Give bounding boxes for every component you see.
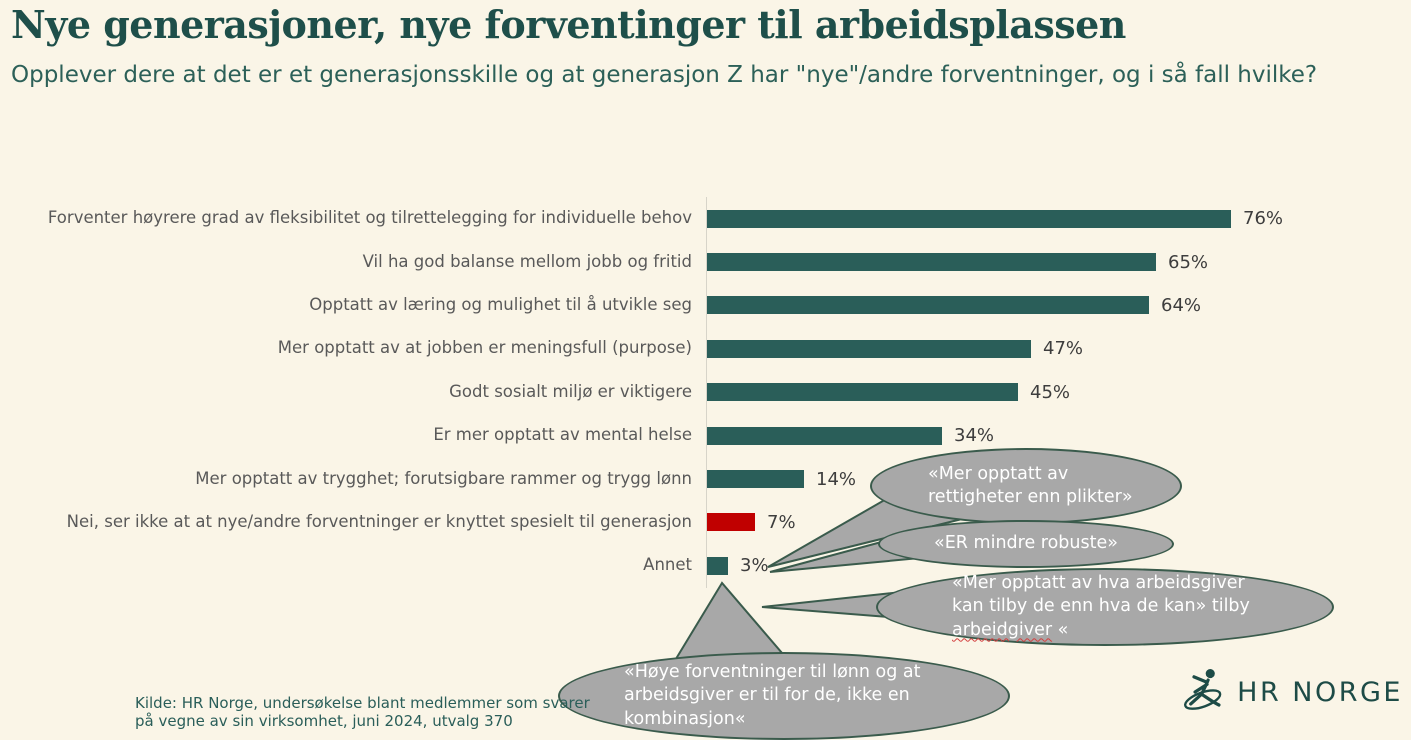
bar [707,253,1156,272]
page-subtitle: Opplever dere at det er et generasjonssk… [11,62,1318,88]
value-label: 76% [1243,208,1284,230]
value-label: 14% [816,468,857,490]
bubble-text-line: «Høye forventninger til lønn og at [624,662,921,683]
category-label: Mer opptatt av at jobben er meningsfull … [277,338,692,358]
chart-row: Nei, ser ikke at at nye/andre forventnin… [0,500,1411,545]
bubble-text-line: «Mer opptatt av hva arbeidsgiver [952,573,1245,594]
bar [707,470,804,489]
bar [707,513,755,532]
speech-bubble-3: «Mer opptatt av hva arbeidsgiver kan til… [876,568,1334,646]
bar [707,296,1149,315]
value-label: 7% [767,511,796,533]
category-label: Mer opptatt av trygghet; forutsigbare ra… [195,468,692,488]
bar-chart: Forventer høyrere grad av fleksibilitet … [0,197,1411,588]
source-line: Kilde: HR Norge, undersøkelse blant medl… [135,694,590,712]
category-label: Nei, ser ikke at at nye/andre forventnin… [66,511,692,531]
speech-bubble-2: «ER mindre robuste» [878,520,1174,568]
bubble-text-line: kombinasjon« [624,708,746,729]
category-label: Opptatt av læring og mulighet til å utvi… [309,294,692,314]
hr-norge-logo: HR NORGE [1181,666,1403,718]
chart-row: Annet 3% [0,544,1411,588]
value-label: 3% [740,555,769,577]
bubble-text-line: «ER mindre robuste» [934,533,1118,554]
source-line: på vegne av sin virksomhet, juni 2024, u… [135,712,513,731]
category-label: Vil ha god balanse mellom jobb og fritid [362,251,692,271]
bubble-text-line: rettigheter enn plikter» [928,487,1133,507]
bar [707,556,728,575]
category-label: Godt sosialt miljø er viktigere [449,381,692,401]
logo-figure-icon [1184,669,1222,710]
misspelled-word: arbeidgiver [952,619,1053,640]
bar [707,383,1018,402]
chart-row: Vil ha god balanse mellom jobb og fritid… [0,240,1411,284]
page-title: Nye generasjoner, nye forventinger til a… [11,2,1126,47]
chart-row: Forventer høyrere grad av fleksibilitet … [0,197,1411,241]
bar [707,426,942,445]
bar [707,209,1231,228]
bubble-text-line: arbeidsgiver er til for de, ikke en [624,685,910,706]
bar [707,339,1031,358]
chart-row: Opptatt av læring og mulighet til å utvi… [0,283,1411,328]
bubble-text-line: «Mer opptatt av [928,463,1069,484]
value-label: 34% [954,425,995,447]
bubble-text-line: arbeidgiver « [952,619,1069,640]
chart-row: Godt sosialt miljø er viktigere 45% [0,370,1411,414]
source-note: Kilde: HR Norge, undersøkelse blant medl… [135,694,590,731]
value-label: 45% [1030,381,1071,403]
category-label: Forventer høyrere grad av fleksibilitet … [47,208,692,228]
category-label: Annet [643,555,692,575]
bubble-text-line: kan tilby de enn hva de kan» tilby [952,596,1250,617]
chart-row: Er mer opptatt av mental helse 34% [0,413,1411,458]
speech-bubble-1: «Mer opptatt av rettigheter enn plikter» [870,448,1182,524]
value-label: 47% [1043,338,1084,360]
category-label: Er mer opptatt av mental helse [433,425,692,445]
value-label: 65% [1168,251,1209,273]
logo-text: HR NORGE [1237,676,1403,708]
value-label: 64% [1161,294,1202,316]
speech-bubble-4: «Høye forventninger til lønn og at arbei… [558,652,1010,740]
chart-row: Mer opptatt av trygghet; forutsigbare ra… [0,457,1411,501]
chart-row: Mer opptatt av at jobben er meningsfull … [0,327,1411,371]
